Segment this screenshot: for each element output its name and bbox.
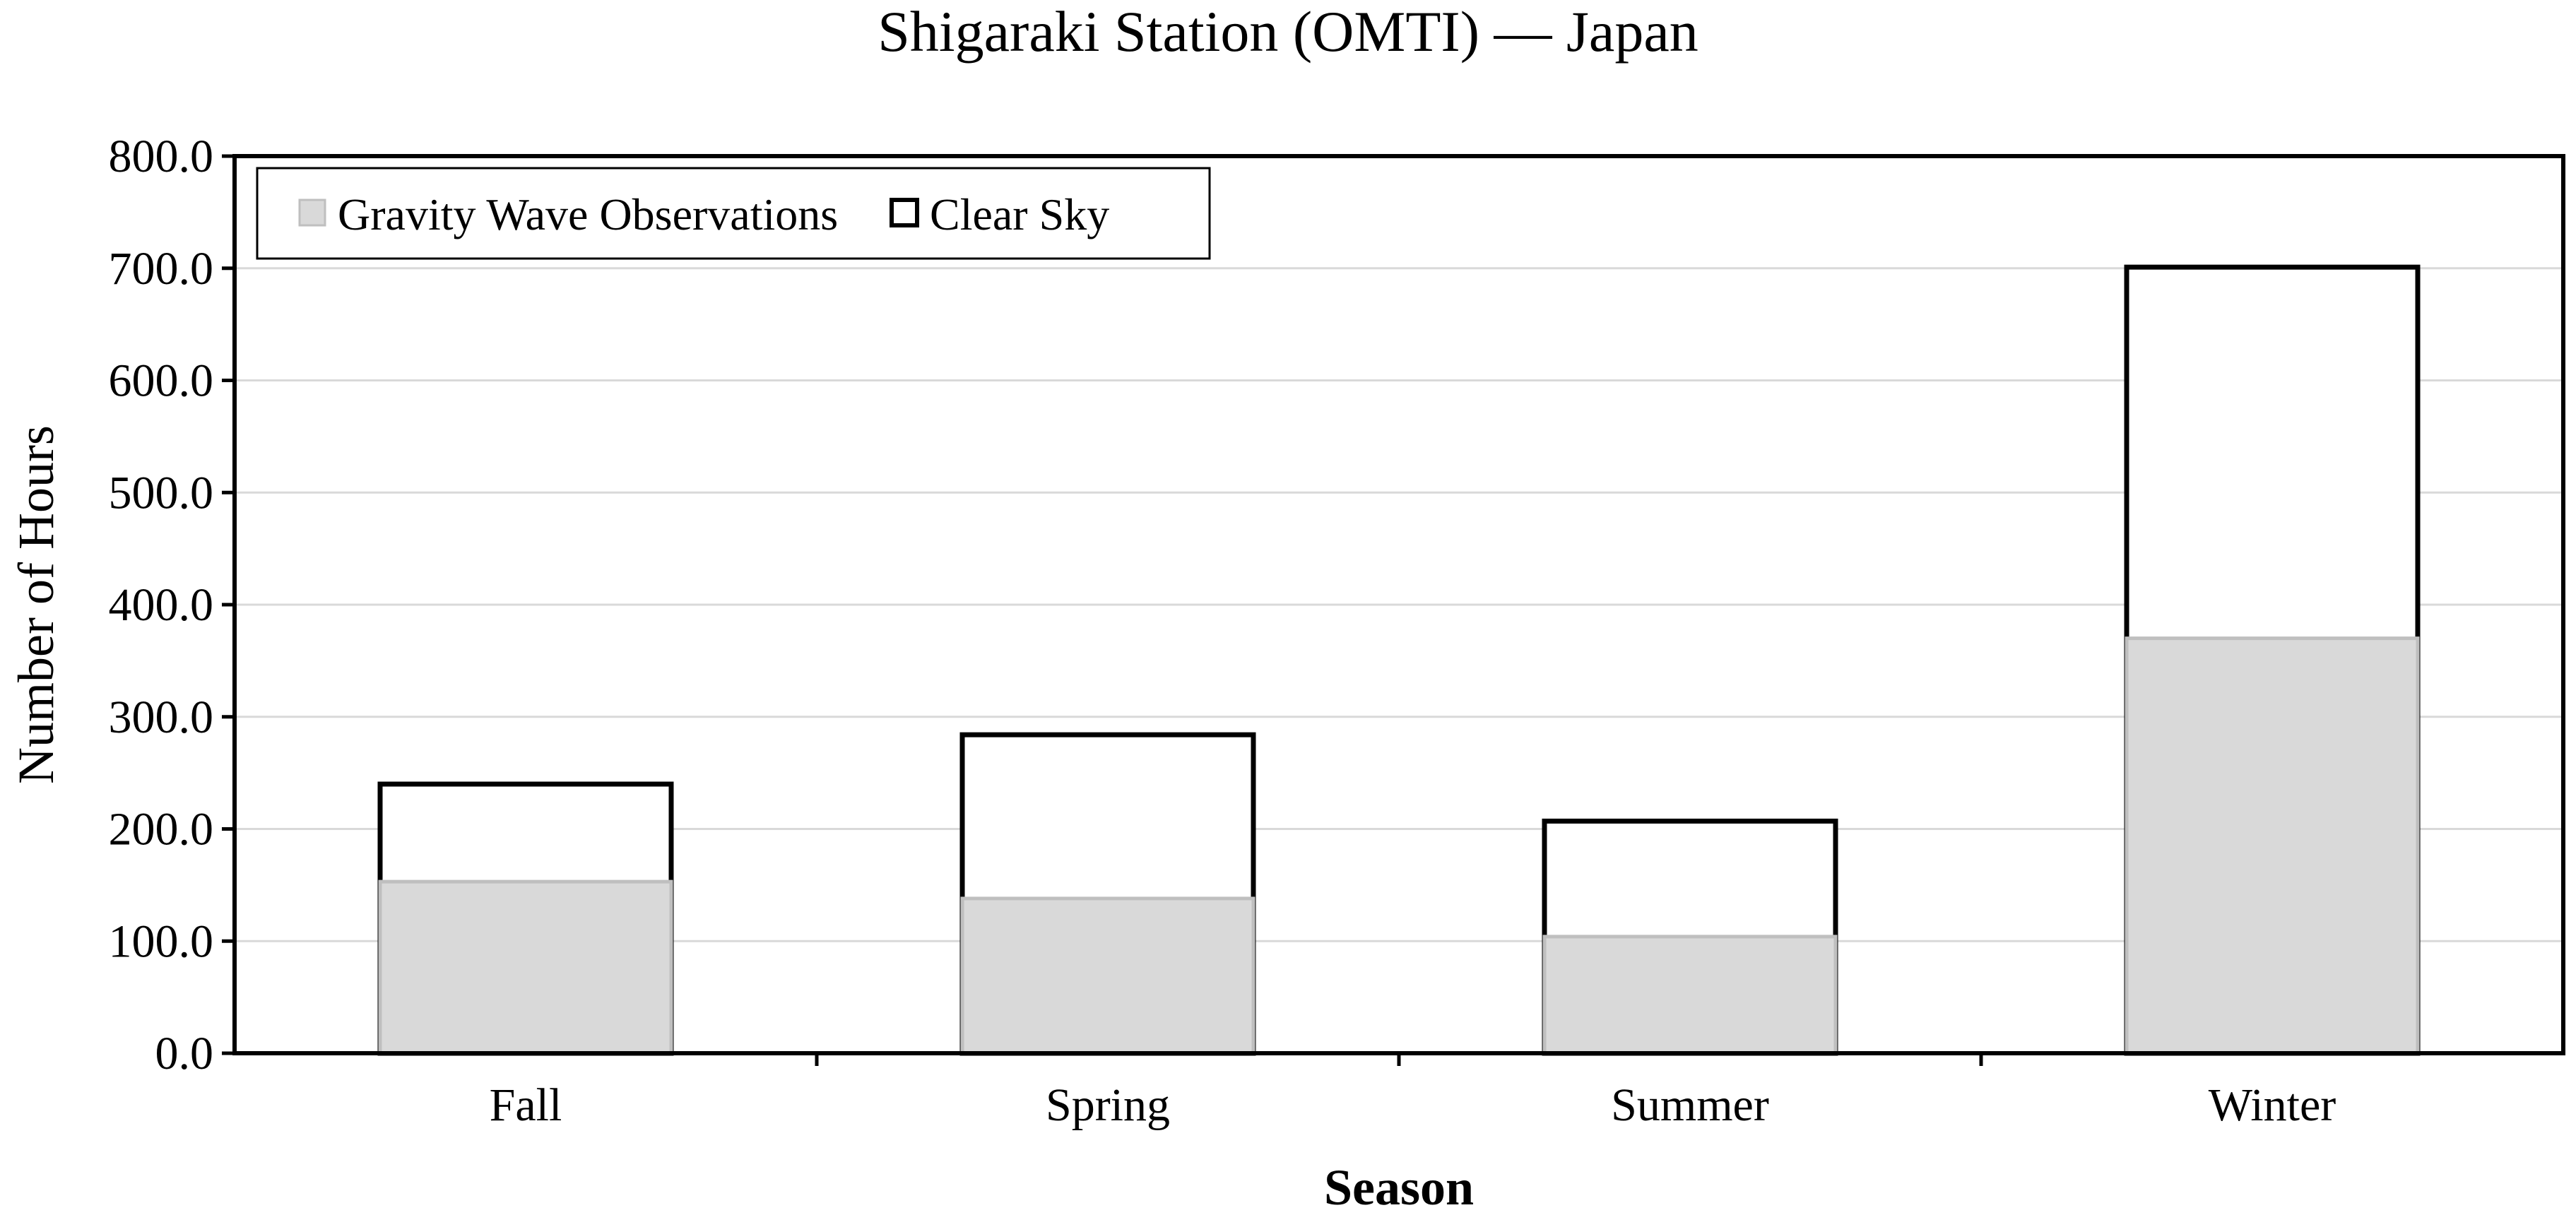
y-tick-label: 500.0 (109, 467, 214, 518)
x-tick-label: Summer (1611, 1079, 1769, 1131)
y-tick-label: 0.0 (155, 1028, 214, 1079)
x-tick-label: Spring (1046, 1079, 1170, 1131)
y-axis: 0.0 100.0 200.0 300.0 400.0 500.0 600.0 700.0 80… (109, 131, 235, 1079)
legend-box (256, 167, 1211, 260)
y-tick-label: 800.0 (109, 131, 214, 182)
legend-swatch-gravity-wave-observations (298, 198, 326, 227)
bar-gravity-wave-observations-summer (1542, 935, 1838, 1055)
legend-swatch-clear-sky (890, 198, 919, 227)
x-axis: Fall Spring Summer Winter (490, 1053, 2336, 1131)
y-tick-label: 700.0 (109, 243, 214, 295)
bar-gravity-wave-observations-fall (378, 879, 673, 1055)
y-tick-label: 400.0 (109, 579, 214, 631)
y-tick-label: 300.0 (109, 692, 214, 743)
chart-title: Shigaraki Station (OMTI) — Japan (878, 0, 1698, 64)
y-axis-label: Number of Hours (8, 425, 64, 784)
bar-gravity-wave-observations-spring (960, 896, 1255, 1055)
y-tick-label: 100.0 (109, 915, 214, 967)
legend: Gravity Wave Observations Clear Sky (256, 167, 1211, 260)
y-tick-label: 600.0 (109, 355, 214, 407)
x-tick-label: Winter (2209, 1079, 2336, 1131)
x-axis-label: Season (1324, 1159, 1474, 1215)
legend-label-clear-sky: Clear Sky (930, 189, 1109, 239)
bar-gravity-wave-observations-winter (2125, 636, 2420, 1055)
bars (377, 264, 2421, 1056)
legend-label-gravity-wave-observations: Gravity Wave Observations (338, 189, 838, 239)
y-tick-label: 200.0 (109, 804, 214, 855)
x-tick-label: Fall (490, 1079, 562, 1131)
